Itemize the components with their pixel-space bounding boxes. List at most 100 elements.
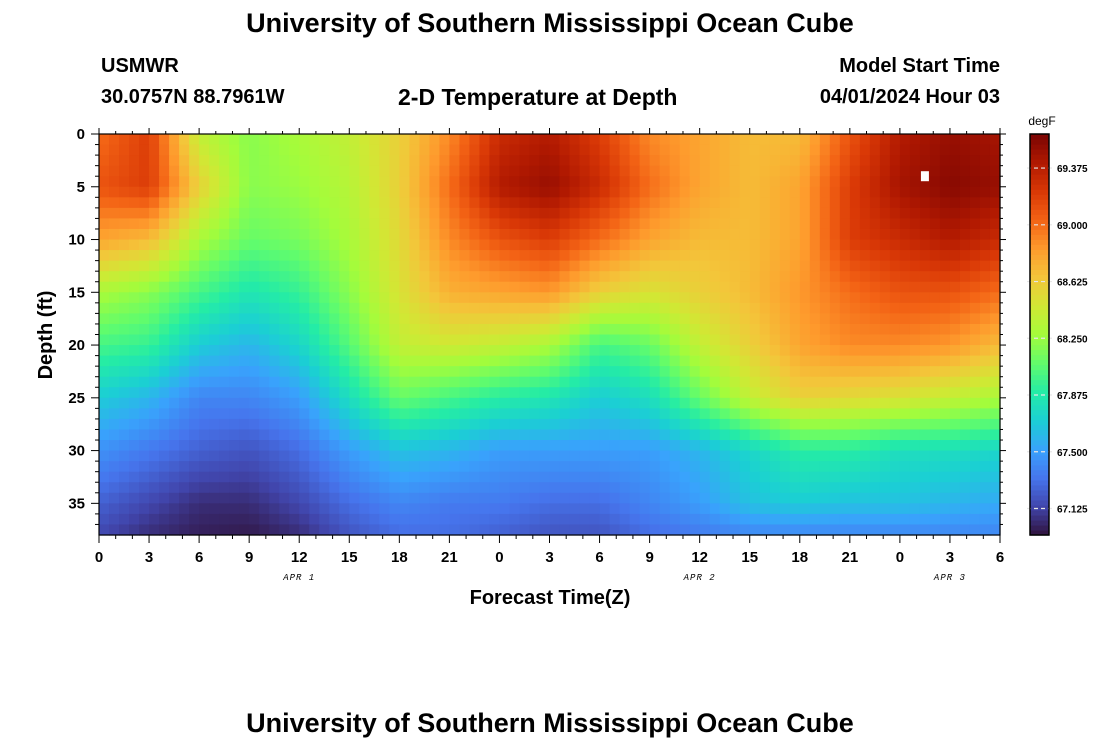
heatmap-cell bbox=[279, 302, 290, 314]
colorbar-segment bbox=[1030, 164, 1049, 170]
heatmap-cell bbox=[269, 186, 280, 198]
heatmap-cell bbox=[119, 281, 130, 293]
heatmap-cell bbox=[569, 429, 581, 441]
heatmap-cell bbox=[199, 292, 210, 304]
heatmap-cell bbox=[229, 418, 240, 431]
heatmap-cell bbox=[979, 165, 991, 177]
heatmap-cell bbox=[239, 408, 250, 420]
heatmap-cell bbox=[109, 292, 120, 304]
heatmap-cell bbox=[849, 260, 861, 272]
heatmap-cell bbox=[689, 176, 701, 188]
heatmap-cell bbox=[209, 260, 220, 272]
heatmap-cell bbox=[879, 345, 891, 357]
heatmap-cell bbox=[559, 260, 571, 272]
heatmap-cell bbox=[139, 134, 150, 146]
heatmap-cell bbox=[449, 155, 460, 167]
heatmap-cell bbox=[729, 355, 741, 367]
heatmap-cell bbox=[289, 418, 300, 431]
heatmap-cell bbox=[189, 334, 200, 346]
heatmap-cell bbox=[409, 408, 420, 420]
heatmap-cell bbox=[439, 397, 450, 409]
heatmap-cell bbox=[679, 397, 691, 409]
heatmap-cell bbox=[159, 492, 170, 504]
heatmap-cell bbox=[149, 376, 160, 388]
heatmap-cell bbox=[949, 271, 961, 283]
heatmap-cell bbox=[409, 355, 420, 367]
heatmap-cell bbox=[569, 513, 581, 526]
heatmap-cell bbox=[199, 429, 210, 441]
heatmap-cell bbox=[149, 513, 160, 526]
heatmap-cell bbox=[469, 239, 481, 251]
heatmap-cell bbox=[569, 207, 581, 220]
heatmap-cell bbox=[779, 271, 791, 283]
heatmap-cell bbox=[929, 461, 941, 473]
heatmap-cell bbox=[309, 524, 320, 536]
heatmap-cell bbox=[479, 186, 491, 198]
heatmap-cell bbox=[149, 461, 160, 473]
heatmap-cell bbox=[649, 366, 661, 378]
heatmap-cell bbox=[589, 313, 601, 325]
heatmap-cell bbox=[589, 323, 601, 336]
heatmap-cell bbox=[859, 429, 871, 441]
heatmap-cell bbox=[829, 165, 841, 177]
colorbar-segment bbox=[1030, 329, 1049, 336]
heatmap-cell bbox=[649, 292, 661, 304]
heatmap-cell bbox=[509, 302, 521, 314]
heatmap-cell bbox=[159, 313, 170, 325]
heatmap-cell bbox=[199, 313, 210, 325]
heatmap-cell bbox=[529, 418, 541, 431]
heatmap-cell bbox=[269, 345, 280, 357]
heatmap-cell bbox=[219, 366, 230, 378]
heatmap-cell bbox=[889, 418, 901, 431]
heatmap-cell bbox=[269, 461, 280, 473]
heatmap-cell bbox=[329, 418, 340, 431]
heatmap-cell bbox=[149, 397, 160, 409]
station-coordinates: 30.0757N 88.7961W bbox=[101, 86, 285, 108]
heatmap-cell bbox=[279, 271, 290, 283]
heatmap-cell bbox=[979, 281, 991, 293]
heatmap-cell bbox=[139, 429, 150, 441]
heatmap-cell bbox=[749, 323, 761, 336]
heatmap-cell bbox=[879, 503, 891, 515]
heatmap-cell bbox=[259, 218, 270, 230]
heatmap-cell bbox=[539, 524, 551, 536]
heatmap-cell bbox=[929, 503, 941, 515]
heatmap-cell bbox=[379, 376, 390, 388]
heatmap-cell bbox=[909, 176, 921, 188]
heatmap-cell bbox=[619, 366, 631, 378]
heatmap-cell bbox=[269, 165, 280, 177]
heatmap-cell bbox=[839, 429, 851, 441]
heatmap-cell bbox=[699, 334, 711, 346]
heatmap-cell bbox=[769, 513, 781, 526]
heatmap-cell bbox=[929, 292, 941, 304]
heatmap-cell bbox=[459, 186, 471, 198]
heatmap-cell bbox=[719, 440, 731, 452]
heatmap-cell bbox=[349, 345, 360, 357]
heatmap-cell bbox=[519, 292, 531, 304]
heatmap-cell bbox=[809, 292, 821, 304]
heatmap-cell bbox=[899, 260, 911, 272]
heatmap-cell bbox=[599, 260, 611, 272]
heatmap-cell bbox=[379, 134, 390, 146]
heatmap-cell bbox=[299, 292, 310, 304]
heatmap-cell bbox=[779, 176, 791, 188]
heatmap-cell bbox=[859, 302, 871, 314]
heatmap-cell bbox=[659, 492, 671, 504]
heatmap-cell bbox=[269, 366, 280, 378]
heatmap-cell bbox=[909, 197, 921, 209]
heatmap-cell bbox=[969, 482, 981, 494]
heatmap-cell bbox=[819, 176, 831, 188]
heatmap-cell bbox=[749, 440, 761, 452]
heatmap-cell bbox=[189, 134, 200, 146]
heatmap-cell bbox=[499, 376, 511, 388]
heatmap-cell bbox=[139, 408, 150, 420]
heatmap-cell bbox=[99, 186, 110, 198]
heatmap-cell bbox=[929, 418, 941, 431]
heatmap-cell bbox=[199, 271, 210, 283]
colorbar-segment bbox=[1030, 434, 1049, 441]
heatmap-cell bbox=[449, 313, 460, 325]
heatmap-cell bbox=[329, 155, 340, 167]
heatmap-cell bbox=[919, 450, 931, 462]
heatmap-cell bbox=[319, 482, 330, 494]
heatmap-cell bbox=[149, 429, 160, 441]
